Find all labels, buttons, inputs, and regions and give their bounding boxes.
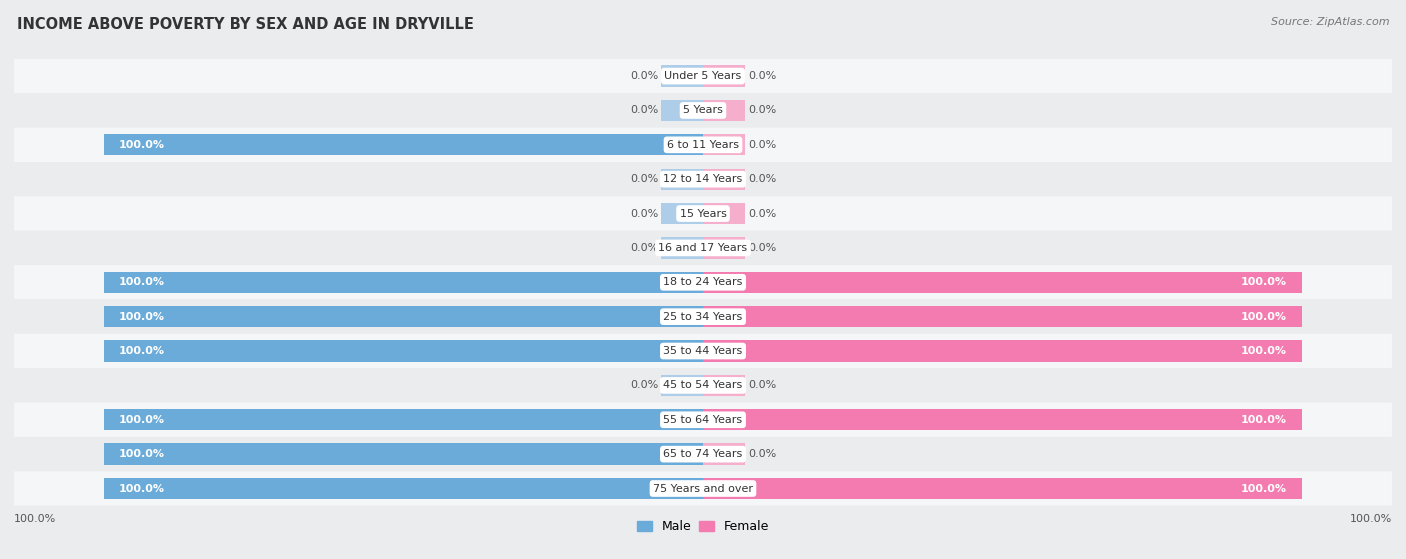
Text: Under 5 Years: Under 5 Years <box>665 71 741 81</box>
Bar <box>104 478 703 499</box>
Bar <box>703 306 1302 328</box>
Bar <box>661 375 703 396</box>
Bar <box>661 237 703 259</box>
Text: 0.0%: 0.0% <box>748 106 776 116</box>
Text: 0.0%: 0.0% <box>630 71 658 81</box>
FancyBboxPatch shape <box>14 265 1392 300</box>
Text: 0.0%: 0.0% <box>630 243 658 253</box>
Text: 0.0%: 0.0% <box>748 140 776 150</box>
Bar <box>703 340 1302 362</box>
Text: 65 to 74 Years: 65 to 74 Years <box>664 449 742 459</box>
Bar <box>703 237 745 259</box>
FancyBboxPatch shape <box>14 59 1392 93</box>
Bar <box>703 409 1302 430</box>
Text: Source: ZipAtlas.com: Source: ZipAtlas.com <box>1271 17 1389 27</box>
Text: 6 to 11 Years: 6 to 11 Years <box>666 140 740 150</box>
Bar <box>104 134 703 155</box>
FancyBboxPatch shape <box>14 93 1392 127</box>
Text: 100.0%: 100.0% <box>120 277 165 287</box>
Bar <box>661 168 703 190</box>
Text: 0.0%: 0.0% <box>630 106 658 116</box>
Text: 100.0%: 100.0% <box>120 484 165 494</box>
FancyBboxPatch shape <box>14 162 1392 196</box>
Bar <box>661 65 703 87</box>
Bar <box>104 443 703 465</box>
Text: INCOME ABOVE POVERTY BY SEX AND AGE IN DRYVILLE: INCOME ABOVE POVERTY BY SEX AND AGE IN D… <box>17 17 474 32</box>
Text: 0.0%: 0.0% <box>748 243 776 253</box>
Bar <box>104 272 703 293</box>
Text: 0.0%: 0.0% <box>748 71 776 81</box>
Text: 12 to 14 Years: 12 to 14 Years <box>664 174 742 184</box>
FancyBboxPatch shape <box>14 368 1392 402</box>
Text: 100.0%: 100.0% <box>1350 514 1392 524</box>
Text: 100.0%: 100.0% <box>1241 484 1286 494</box>
FancyBboxPatch shape <box>14 196 1392 231</box>
Text: 100.0%: 100.0% <box>120 140 165 150</box>
Text: 16 and 17 Years: 16 and 17 Years <box>658 243 748 253</box>
Text: 0.0%: 0.0% <box>630 209 658 219</box>
Text: 0.0%: 0.0% <box>748 380 776 390</box>
Bar <box>104 306 703 328</box>
Text: 100.0%: 100.0% <box>1241 346 1286 356</box>
Text: 35 to 44 Years: 35 to 44 Years <box>664 346 742 356</box>
Bar <box>703 203 745 224</box>
Text: 100.0%: 100.0% <box>14 514 56 524</box>
Text: 100.0%: 100.0% <box>120 312 165 321</box>
Bar <box>703 168 745 190</box>
Text: 100.0%: 100.0% <box>120 449 165 459</box>
Text: 75 Years and over: 75 Years and over <box>652 484 754 494</box>
Legend: Male, Female: Male, Female <box>631 515 775 538</box>
Text: 0.0%: 0.0% <box>630 174 658 184</box>
Bar <box>703 478 1302 499</box>
Text: 0.0%: 0.0% <box>748 209 776 219</box>
Text: 100.0%: 100.0% <box>1241 277 1286 287</box>
FancyBboxPatch shape <box>14 471 1392 506</box>
Text: 15 Years: 15 Years <box>679 209 727 219</box>
Text: 100.0%: 100.0% <box>1241 415 1286 425</box>
Bar <box>661 100 703 121</box>
Bar <box>104 340 703 362</box>
Text: 0.0%: 0.0% <box>748 174 776 184</box>
Bar <box>703 100 745 121</box>
Text: 0.0%: 0.0% <box>630 380 658 390</box>
Text: 55 to 64 Years: 55 to 64 Years <box>664 415 742 425</box>
Text: 100.0%: 100.0% <box>120 346 165 356</box>
Text: 18 to 24 Years: 18 to 24 Years <box>664 277 742 287</box>
Text: 25 to 34 Years: 25 to 34 Years <box>664 312 742 321</box>
Bar <box>661 203 703 224</box>
Bar <box>104 409 703 430</box>
Bar <box>703 375 745 396</box>
Text: 100.0%: 100.0% <box>1241 312 1286 321</box>
FancyBboxPatch shape <box>14 334 1392 368</box>
Text: 0.0%: 0.0% <box>748 449 776 459</box>
FancyBboxPatch shape <box>14 231 1392 265</box>
FancyBboxPatch shape <box>14 127 1392 162</box>
Bar <box>703 443 745 465</box>
FancyBboxPatch shape <box>14 300 1392 334</box>
Bar <box>703 272 1302 293</box>
FancyBboxPatch shape <box>14 402 1392 437</box>
Text: 45 to 54 Years: 45 to 54 Years <box>664 380 742 390</box>
Text: 5 Years: 5 Years <box>683 106 723 116</box>
FancyBboxPatch shape <box>14 437 1392 471</box>
Bar <box>703 65 745 87</box>
Text: 100.0%: 100.0% <box>120 415 165 425</box>
Bar <box>703 134 745 155</box>
